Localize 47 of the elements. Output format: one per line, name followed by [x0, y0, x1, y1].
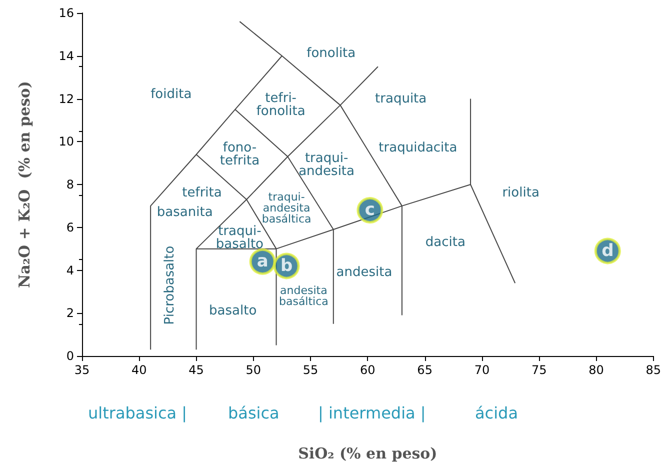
y-tick-label: 0 [66, 349, 74, 363]
annotation: traquita [375, 91, 427, 106]
annotation: basanita [156, 204, 213, 220]
y-tick-label: 2 [66, 306, 74, 320]
x-tick-label: 50 [246, 363, 262, 377]
annotation: fonolita [306, 46, 356, 62]
y-tick-label: 14 [58, 48, 74, 63]
x-tick-label: 80 [588, 363, 604, 377]
y-tick-label: 8 [66, 178, 74, 192]
annotation: traqui- andesita [298, 151, 354, 180]
x-tick-label: 75 [531, 363, 547, 377]
x-axis-title: SiO₂ (% en peso) [298, 444, 438, 462]
annotation: traquidacita [378, 140, 458, 156]
series-label: d [602, 240, 614, 261]
annotation: basalto [209, 303, 257, 318]
annotation: Picrobasalto [162, 246, 178, 325]
y-tick-label: 12 [58, 92, 74, 106]
annotation: fono- tefrita [220, 140, 260, 168]
series-label: c [364, 200, 376, 220]
text: | intermedia | [318, 404, 426, 422]
annotation: andesita [336, 264, 392, 280]
annotation: traqui- andesita basáltica [262, 190, 312, 226]
x-tick-label: 35 [74, 363, 90, 377]
annotation: riolita [502, 186, 540, 201]
annotation: foidita [150, 86, 192, 102]
text: ultrabasica | [88, 404, 188, 422]
series-label: b [280, 256, 293, 276]
y-axis-title: Na₂O + K₂O (% en peso) [16, 80, 34, 288]
annotation: tefrita [182, 186, 222, 201]
y-tick-label: 4 [66, 263, 74, 278]
series-label: a [256, 252, 268, 272]
x-tick-label: 70 [474, 363, 490, 377]
x-tick-label: 55 [302, 363, 318, 377]
annotation: dacita [425, 234, 466, 250]
x-tick-label: 45 [188, 363, 204, 377]
y-tick-label: 6 [66, 220, 74, 234]
x-tick-label: 65 [417, 363, 432, 377]
y-tick-label: 16 [58, 6, 74, 20]
annotation: tefri- fonolita [256, 91, 306, 120]
text: básica [228, 404, 280, 422]
text: ácida [475, 404, 518, 422]
annotation: traqui- basalto [216, 224, 264, 252]
annotation: andesita basáltica [278, 284, 328, 308]
x-tick-label: 85 [646, 363, 662, 377]
y-tick-label: 10 [58, 134, 74, 149]
x-tick-label: 40 [131, 363, 147, 377]
x-tick-label: 60 [360, 363, 376, 377]
